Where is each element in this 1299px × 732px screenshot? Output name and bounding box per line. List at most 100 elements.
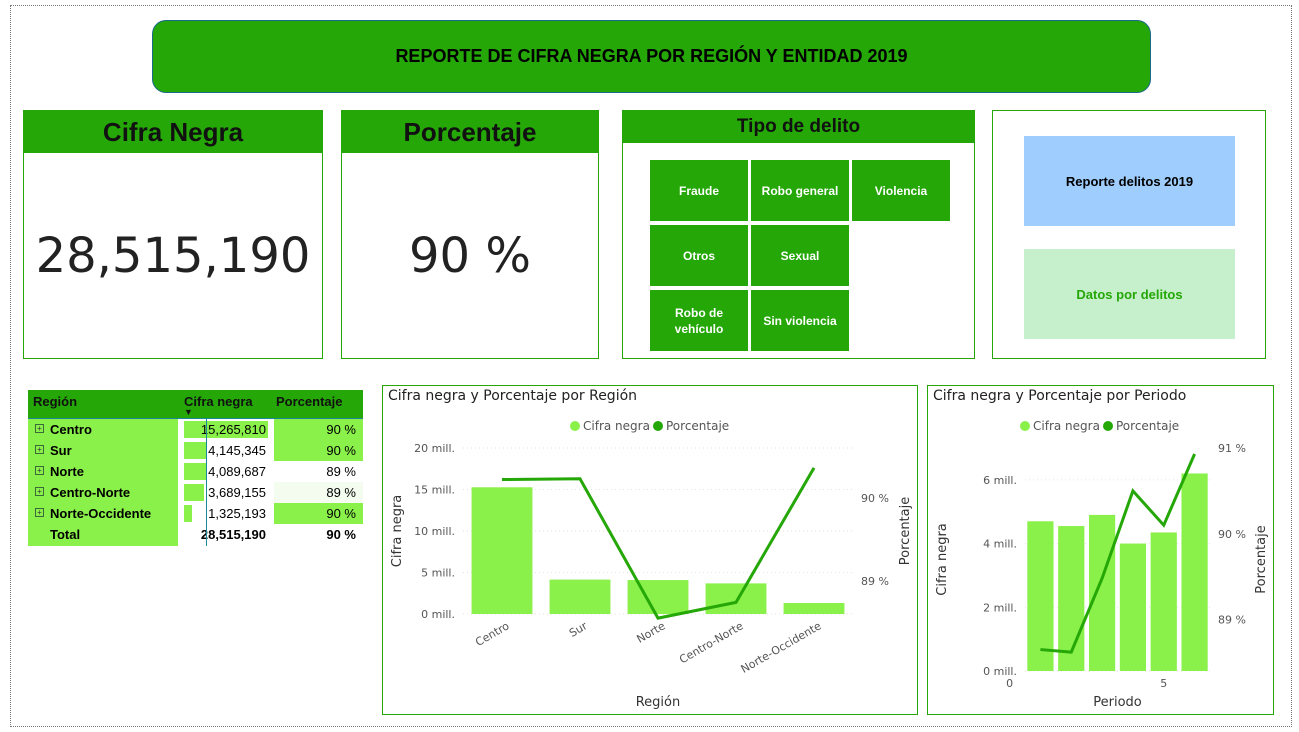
reporte-delitos-button[interactable]: Reporte delitos 2019	[1024, 136, 1235, 226]
legend-label: Cifra negra	[1033, 419, 1100, 433]
expand-icon[interactable]: +	[35, 508, 44, 517]
tile-robo-vehiculo[interactable]: Robo de vehículo	[650, 290, 748, 351]
y-tick-label: 6 mill.	[983, 474, 1017, 487]
table-row[interactable]: + Centro-Norte 3,689,155 89 %	[28, 482, 363, 503]
table-row[interactable]: + Centro 15,265,810 90 %	[28, 419, 363, 440]
kpi-pct-value: 90 %	[409, 227, 531, 284]
legend-marker	[653, 421, 663, 431]
pct-value: 90 %	[326, 422, 356, 437]
bar	[1181, 473, 1208, 671]
cifra-value: 3,689,155	[208, 485, 266, 500]
x-tick-label: Centro-Norte	[677, 619, 746, 666]
nav-card: Reporte delitos 2019 Datos por delitos	[992, 110, 1266, 359]
tile-violencia[interactable]: Violencia	[852, 160, 950, 221]
x-tick-label: Norte	[635, 619, 668, 646]
expand-icon[interactable]: +	[35, 445, 44, 454]
bar	[705, 583, 767, 614]
chart-region: Cifra negra y Porcentaje por Región Cifr…	[382, 385, 918, 715]
bar	[627, 580, 689, 614]
tile-otros[interactable]: Otros	[650, 225, 748, 286]
y2-tick-label: 89 %	[861, 575, 889, 588]
pct-cell-bg	[274, 440, 363, 461]
chart-region-svg: Cifra negra Porcentaje 0 mill. 5 mill. 10 mi…	[390, 419, 913, 710]
tile-sin-violencia[interactable]: Sin violencia	[751, 290, 849, 351]
bar	[549, 579, 611, 614]
header-region[interactable]: Región	[33, 394, 78, 409]
pct-value: 89 %	[326, 464, 356, 479]
bar	[1150, 532, 1177, 671]
pct-cell-bg	[274, 482, 363, 503]
chart-periodo-svg: Cifra negra Porcentaje 0 mill. 2 mill. 4 mil…	[935, 419, 1269, 710]
region-cell-bg	[28, 419, 178, 440]
y-tick-label: 0 mill.	[983, 665, 1017, 678]
y2-tick-label: 91 %	[1218, 442, 1246, 455]
pct-cell-bg	[274, 503, 363, 524]
x-tick-label: 0	[1006, 677, 1013, 690]
page-title: REPORTE DE CIFRA NEGRA POR REGIÓN Y ENTI…	[395, 46, 908, 66]
kpi-cifra-value: 28,515,190	[35, 227, 311, 284]
y-tick-label: 5 mill.	[421, 567, 455, 580]
table-row[interactable]: + Norte 4,089,687 89 %	[28, 461, 363, 482]
chart-region-title: Cifra negra y Porcentaje por Región	[388, 388, 638, 404]
region-cell-bg	[28, 461, 178, 482]
region-cell-bg	[28, 482, 178, 503]
table-row[interactable]: + Sur 4,145,345 90 %	[28, 440, 363, 461]
cifra-value: 4,089,687	[208, 464, 266, 479]
y2-axis-label: Porcentaje	[1254, 525, 1269, 593]
total-label-bg	[28, 524, 178, 546]
pct-value: 90 %	[326, 443, 356, 458]
chart-periodo: Cifra negra y Porcentaje por Periodo Cif…	[927, 385, 1274, 715]
total-pct: 90 %	[326, 527, 356, 542]
tile-fraude[interactable]: Fraude	[650, 160, 748, 221]
cifra-databar	[184, 442, 207, 459]
series-line	[501, 467, 816, 620]
pct-cell-bg	[274, 461, 363, 482]
tile-sexual[interactable]: Sexual	[751, 225, 849, 286]
pct-cell-bg	[274, 419, 363, 440]
region-matrix: Región Cifra negra ▼ Porcentaje + Centro 1…	[28, 390, 363, 546]
sort-desc-icon: ▼	[184, 407, 193, 417]
legend-marker	[1103, 421, 1113, 431]
datos-delitos-button[interactable]: Datos por delitos	[1024, 249, 1235, 339]
report-title-bar: REPORTE DE CIFRA NEGRA POR REGIÓN Y ENTI…	[152, 20, 1151, 93]
y-axis-label: Cifra negra	[390, 495, 405, 568]
x-tick-label: Centro	[473, 619, 512, 649]
tipo-delito-slicer: Tipo de delito Fraude Robo general Viole…	[622, 110, 975, 359]
matrix-body: + Centro 15,265,810 90 % + Sur 4,145,345 90 % + N…	[28, 419, 363, 524]
chart-periodo-title: Cifra negra y Porcentaje por Periodo	[933, 388, 1187, 404]
bar	[1027, 521, 1054, 671]
y-tick-label: 2 mill.	[983, 601, 1017, 614]
legend-label: Porcentaje	[1116, 419, 1179, 433]
pct-value: 90 %	[326, 506, 356, 521]
cifra-value: 1,325,193	[208, 506, 266, 521]
y-tick-label: 10 mill.	[414, 525, 455, 538]
y2-tick-label: 90 %	[861, 492, 889, 505]
expand-icon[interactable]: +	[35, 424, 44, 433]
header-porcentaje[interactable]: Porcentaje	[276, 394, 343, 409]
x-axis-label: Periodo	[1093, 695, 1142, 710]
x-tick-label: Sur	[567, 619, 590, 640]
x-tick-label: Norte-Occidente	[739, 619, 824, 676]
region-name: Norte	[50, 464, 84, 479]
bar	[471, 487, 533, 614]
kpi-cifra-card: Cifra Negra 28,515,190	[23, 110, 323, 359]
y-tick-label: 4 mill.	[983, 538, 1017, 551]
region-name: Sur	[50, 443, 72, 458]
legend-marker	[570, 421, 580, 431]
region-cell-bg	[28, 440, 178, 461]
y2-axis-label: Porcentaje	[898, 497, 913, 565]
total-cifra: 28,515,190	[200, 527, 266, 542]
expand-icon[interactable]: +	[35, 487, 44, 496]
table-row[interactable]: + Norte-Occidente 1,325,193 90 %	[28, 503, 363, 524]
tile-robo-general[interactable]: Robo general	[751, 160, 849, 221]
expand-icon[interactable]: +	[35, 466, 44, 475]
y2-tick-label: 89 %	[1218, 614, 1246, 627]
y-tick-label: 0 mill.	[421, 608, 455, 621]
bar	[1058, 526, 1085, 671]
cifra-databar	[184, 505, 192, 522]
y-tick-label: 15 mill.	[414, 484, 455, 497]
report-frame	[10, 5, 1292, 727]
header-cifra[interactable]: Cifra negra	[184, 394, 253, 409]
x-tick-label: 5	[1160, 677, 1167, 690]
cifra-value: 15,265,810	[200, 422, 266, 437]
